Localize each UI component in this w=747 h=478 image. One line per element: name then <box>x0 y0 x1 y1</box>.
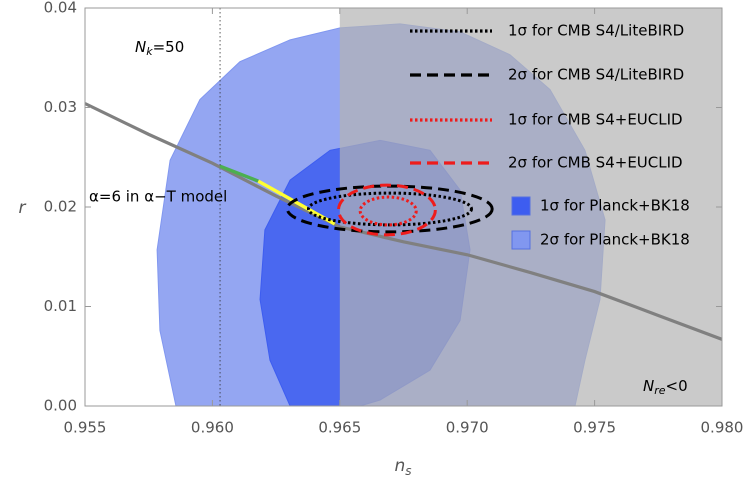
model-segment <box>257 179 336 226</box>
annotation-part: N <box>135 38 146 56</box>
annotation-part: =50 <box>153 38 185 56</box>
y-axis-label: r <box>19 198 27 218</box>
y-tick-label: 0.00 <box>44 397 77 415</box>
x-axis-label: ns <box>394 456 411 478</box>
annotation: α=6 in α−T model <box>89 188 227 206</box>
annotation-part: <0 <box>666 377 688 395</box>
x-tick-label: 0.980 <box>701 419 744 437</box>
annotation-sub: k <box>146 45 153 58</box>
x-tick-label: 0.970 <box>446 419 489 437</box>
annotation-part: N <box>643 377 654 395</box>
annotation-sub: re <box>654 384 666 397</box>
legend-label: 2σ for CMB S4/LiteBIRD <box>508 66 684 84</box>
x-tick-label: 0.965 <box>318 419 361 437</box>
model-segment <box>219 164 259 183</box>
legend-label: 1σ for Planck+BK18 <box>540 197 690 215</box>
shaded-region <box>339 8 722 406</box>
legend-swatch <box>511 230 531 250</box>
vline-label: Nk=50 <box>135 38 184 59</box>
model-curve <box>85 102 722 341</box>
legend-label: 1σ for CMB S4/LiteBIRD <box>508 22 684 40</box>
x-tick-label: 0.955 <box>64 419 107 437</box>
legend-label: 2σ for CMB S4+EUCLID <box>508 154 683 172</box>
legend-label: 2σ for Planck+BK18 <box>540 231 690 249</box>
legend-label: 1σ for CMB S4+EUCLID <box>508 111 683 129</box>
y-tick-label: 0.01 <box>44 297 77 315</box>
x-tick-label: 0.960 <box>191 419 234 437</box>
plot-area <box>85 8 722 406</box>
forecast-ellipse <box>358 195 418 227</box>
y-tick-label: 0.04 <box>44 0 77 17</box>
y-tick-label: 0.03 <box>44 98 77 116</box>
legend-swatch <box>511 196 531 216</box>
forecast-ellipse <box>337 183 437 237</box>
y-tick-label: 0.02 <box>44 198 77 216</box>
region-label: Nre<0 <box>643 377 688 398</box>
x-tick-label: 0.975 <box>573 419 616 437</box>
